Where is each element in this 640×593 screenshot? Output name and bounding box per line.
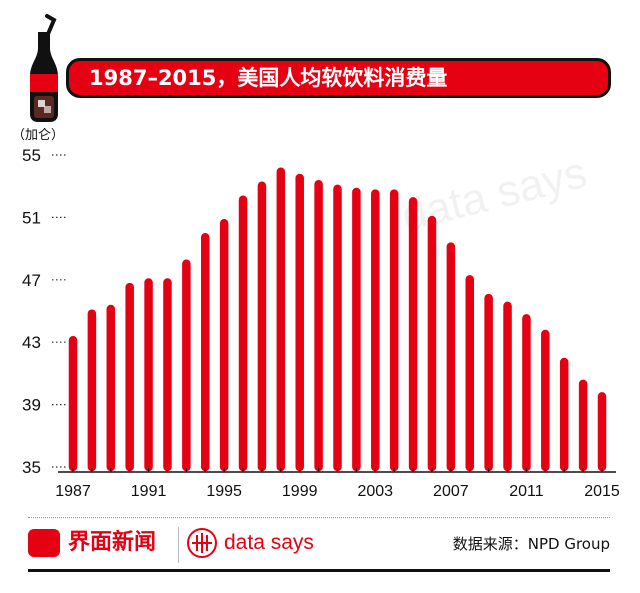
data-source: 数据来源：NPD Group: [452, 535, 610, 553]
bar: [597, 392, 607, 472]
chart-title: 1987–2015，美国人均软饮料消费量: [89, 66, 448, 90]
bar: [578, 379, 588, 472]
footer-divider: [28, 517, 610, 518]
x-tick-label: 2007: [433, 483, 469, 500]
y-tick-label: 39: [22, 396, 41, 415]
y-tick-label: 43: [22, 333, 41, 352]
bar: [163, 278, 172, 472]
bar: [446, 242, 456, 472]
bar: [541, 329, 550, 472]
data-says-logo-icon: [187, 528, 217, 558]
bar: [333, 184, 342, 472]
bar: [314, 179, 323, 472]
bar: [219, 218, 229, 472]
footer-bottom-rule: [28, 569, 610, 572]
bar-chart: 35 39 43 47 51 55 1987 1991 1995 1999 2003 2007 2011…: [22, 146, 620, 500]
bar: [68, 335, 78, 472]
bar: [408, 197, 418, 472]
bar: [257, 181, 267, 472]
brand-divider: [178, 527, 179, 563]
bar: [87, 309, 97, 472]
y-tick-label: 55: [22, 146, 41, 165]
y-tick-label: 51: [22, 208, 41, 227]
bar: [201, 233, 210, 472]
y-axis-unit-label: （加仑）: [12, 128, 65, 143]
title-banner: 1987–2015，美国人均软饮料消费量: [66, 58, 611, 98]
bar: [144, 278, 153, 472]
data-says-name: data says: [224, 531, 314, 554]
bar: [503, 301, 512, 472]
bar: [352, 187, 361, 472]
bar: [276, 167, 286, 472]
soda-bottle-icon: [30, 14, 58, 122]
bar: [182, 259, 191, 472]
x-tick-label: 1999: [282, 483, 318, 500]
bar: [371, 189, 380, 472]
x-tick-label: 2003: [357, 483, 393, 500]
bar: [106, 304, 116, 472]
x-tick-label: 1995: [206, 483, 242, 500]
bar: [427, 215, 437, 472]
bar: [389, 189, 399, 472]
x-tick-label: 2015: [584, 483, 620, 500]
brand-icon: [28, 529, 60, 557]
bar: [238, 195, 248, 472]
bar: [465, 275, 474, 472]
brand-name: 界面新闻: [68, 530, 157, 555]
bar: [522, 314, 531, 472]
bar: [559, 357, 569, 472]
y-tick-label: 35: [22, 458, 41, 477]
x-tick-label: 2011: [509, 483, 544, 500]
x-tick-label: 1991: [131, 483, 167, 500]
bar: [125, 282, 134, 472]
bar: [295, 173, 304, 472]
x-tick-label: 1987: [55, 483, 91, 500]
y-tick-label: 47: [22, 271, 41, 290]
bar: [484, 293, 493, 472]
